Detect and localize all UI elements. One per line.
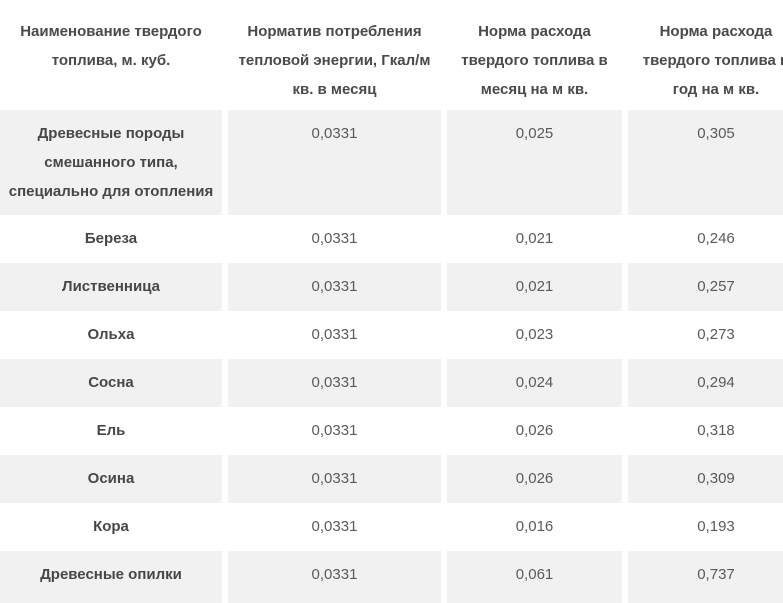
- value-cell: 0,193: [697, 518, 735, 535]
- value-cell: 0,0331: [228, 455, 441, 503]
- table-row: Кора 0,0331 0,016 0,193: [0, 503, 783, 551]
- fuel-name-cell: Древесные породы смешанного типа, специа…: [0, 110, 222, 215]
- value-cell: 0,0331: [311, 230, 358, 247]
- value-cell: 0,273: [697, 326, 735, 343]
- value-cell: 0,309: [628, 455, 783, 503]
- value-cell: 0,246: [697, 230, 735, 247]
- value-cell: 0,257: [628, 263, 783, 311]
- column-header-yearly-rate: Норма расхода твердого топлива в год на …: [628, 0, 783, 110]
- value-cell: 0,0331: [311, 518, 358, 535]
- value-cell: 0,0331: [228, 110, 441, 215]
- fuel-name-cell: Ольха: [87, 326, 135, 343]
- table-row: Лиственница 0,0331 0,021 0,257: [0, 263, 783, 311]
- value-cell: 0,023: [515, 326, 554, 343]
- fuel-name-cell: Кора: [93, 518, 129, 535]
- value-cell: 0,0331: [311, 422, 358, 439]
- value-cell: 0,061: [447, 551, 622, 603]
- value-cell: 0,0331: [228, 359, 441, 407]
- table-row: Береза 0,0331 0,021 0,246: [0, 215, 783, 263]
- table-row: Сосна 0,0331 0,024 0,294: [0, 359, 783, 407]
- value-cell: 0,016: [515, 518, 554, 535]
- fuel-name-cell: Сосна: [0, 359, 222, 407]
- fuel-name-cell: Древесные опилки: [0, 551, 222, 603]
- value-cell: 0,0331: [311, 326, 358, 343]
- table-row: Древесные породы смешанного типа, специа…: [0, 110, 783, 215]
- value-cell: 0,0331: [228, 263, 441, 311]
- fuel-name-cell: Ель: [96, 422, 126, 439]
- value-cell: 0,021: [447, 263, 622, 311]
- value-cell: 0,737: [628, 551, 783, 603]
- table-row: Ольха 0,0331 0,023 0,273: [0, 311, 783, 359]
- value-cell: 0,025: [447, 110, 622, 215]
- table-row: Осина 0,0331 0,026 0,309: [0, 455, 783, 503]
- value-cell: 0,0331: [228, 551, 441, 603]
- value-cell: 0,026: [447, 455, 622, 503]
- fuel-name-cell: Лиственница: [0, 263, 222, 311]
- fuel-name-cell: Береза: [84, 230, 138, 247]
- value-cell: 0,318: [697, 422, 735, 439]
- value-cell: 0,021: [515, 230, 554, 247]
- column-header-energy-norm: Норматив потребления тепловой энергии, Г…: [228, 0, 441, 110]
- value-cell: 0,305: [628, 110, 783, 215]
- column-header-fuel-name: Наименование твердого топлива, м. куб.: [0, 0, 222, 110]
- value-cell: 0,024: [447, 359, 622, 407]
- table-row: Ель 0,0331 0,026 0,318: [0, 407, 783, 455]
- fuel-name-cell: Осина: [0, 455, 222, 503]
- header-row: Наименование твердого топлива, м. куб. Н…: [0, 0, 783, 110]
- value-cell: 0,026: [515, 422, 554, 439]
- table-row: Древесные опилки 0,0331 0,061 0,737: [0, 551, 783, 603]
- value-cell: 0,294: [628, 359, 783, 407]
- column-header-monthly-rate: Норма расхода твердого топлива в месяц н…: [447, 0, 622, 110]
